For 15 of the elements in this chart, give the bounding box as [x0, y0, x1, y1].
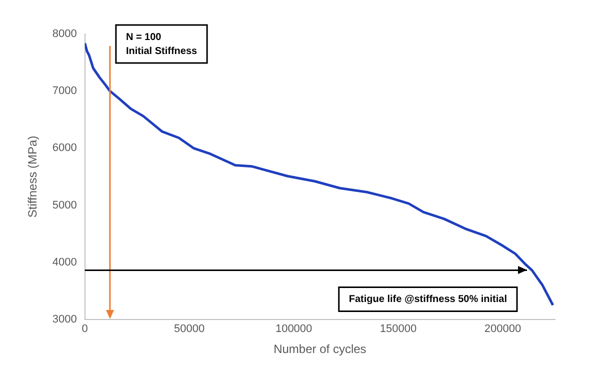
x-tick-label: 150000 [380, 323, 417, 336]
x-tick-label: 0 [82, 323, 88, 336]
x-tick-label: 200000 [484, 323, 522, 336]
x-axis-title: Number of cycles [274, 342, 366, 356]
y-tick-label: 5000 [52, 199, 77, 212]
y-tick-label: 3000 [52, 313, 77, 326]
y-tick-label: 6000 [52, 142, 77, 154]
y-axis-title: Stiffness (MPa) [26, 136, 40, 218]
y-tick-label: 7000 [52, 85, 77, 98]
y-tick-label: 4000 [52, 256, 77, 268]
annotation: Fatigue life @stiffness 50% initial [348, 294, 508, 306]
x-tick-label: 100000 [275, 323, 312, 336]
x-tick-label: 50000 [174, 323, 205, 336]
y-tick-label: 8000 [52, 28, 77, 40]
annotation: N = 100 Initial Stiffness [126, 32, 198, 57]
